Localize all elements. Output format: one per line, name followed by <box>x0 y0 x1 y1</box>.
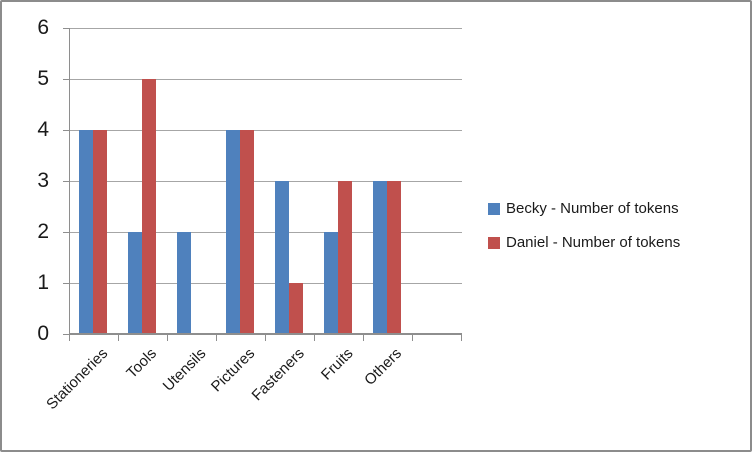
bar-daniel-fasteners <box>289 283 303 334</box>
bar-becky-fruits <box>324 232 338 334</box>
y-axis-tick-label-6: 6 <box>37 16 49 39</box>
category-label-stationeries: Stationeries <box>43 345 112 414</box>
y-axis-tick-2 <box>63 232 69 233</box>
gridline-y1 <box>69 283 462 284</box>
bar-becky-fasteners <box>275 181 289 334</box>
y-axis-tick-3 <box>63 181 69 182</box>
category-label-tools: Tools <box>123 345 161 382</box>
x-axis-tick-7 <box>412 335 413 341</box>
x-axis-tick-1 <box>118 335 119 341</box>
bar-becky-utensils <box>177 232 191 334</box>
y-axis-tick-label-4: 4 <box>37 118 49 141</box>
gridline-y2 <box>69 232 462 233</box>
x-axis-tick-6 <box>363 335 364 341</box>
legend-swatch-becky <box>488 202 500 215</box>
y-axis-tick-1 <box>63 283 69 284</box>
legend-label-daniel: Daniel - Number of tokens <box>506 234 681 251</box>
x-axis-tick-3 <box>216 335 217 341</box>
bar-becky-others <box>373 181 387 334</box>
x-axis-tick-5 <box>314 335 315 341</box>
y-axis-tick-label-2: 2 <box>37 220 49 243</box>
y-axis-tick-label-3: 3 <box>37 169 49 192</box>
y-axis-tick-4 <box>63 130 69 131</box>
y-axis-tick-label-1: 1 <box>37 271 49 294</box>
bar-daniel-others <box>387 181 401 334</box>
y-axis-tick-label-0: 0 <box>37 322 49 345</box>
gridline-y6 <box>69 28 462 29</box>
y-axis-tick-5 <box>63 79 69 80</box>
legend: Becky - Number of tokens Daniel - Number… <box>488 199 680 267</box>
x-axis-line <box>69 333 462 335</box>
category-label-fasteners: Fasteners <box>248 345 308 405</box>
y-axis-tick-6 <box>63 28 69 29</box>
gridline-y3 <box>69 181 462 182</box>
bar-becky-tools <box>128 232 142 334</box>
category-label-utensils: Utensils <box>159 345 210 395</box>
legend-item-daniel: Daniel - Number of tokens <box>488 233 680 252</box>
legend-item-becky: Becky - Number of tokens <box>488 199 680 218</box>
x-axis-tick-8 <box>461 335 462 341</box>
y-axis-tick-0 <box>63 334 69 335</box>
category-label-fruits: Fruits <box>317 345 357 384</box>
bar-becky-stationeries <box>79 130 93 334</box>
bar-daniel-tools <box>142 79 156 334</box>
x-axis-tick-0 <box>69 335 70 341</box>
x-axis-tick-2 <box>167 335 168 341</box>
bar-daniel-pictures <box>240 130 254 334</box>
y-axis-tick-label-5: 5 <box>37 67 49 90</box>
legend-label-becky: Becky - Number of tokens <box>506 200 679 217</box>
bar-daniel-stationeries <box>93 130 107 334</box>
bar-daniel-fruits <box>338 181 352 334</box>
bar-becky-pictures <box>226 130 240 334</box>
gridline-y4 <box>69 130 462 131</box>
y-axis-line <box>69 28 70 334</box>
legend-swatch-daniel <box>488 236 500 249</box>
gridline-y5 <box>69 79 462 80</box>
category-label-others: Others <box>361 345 406 389</box>
x-axis-tick-4 <box>265 335 266 341</box>
